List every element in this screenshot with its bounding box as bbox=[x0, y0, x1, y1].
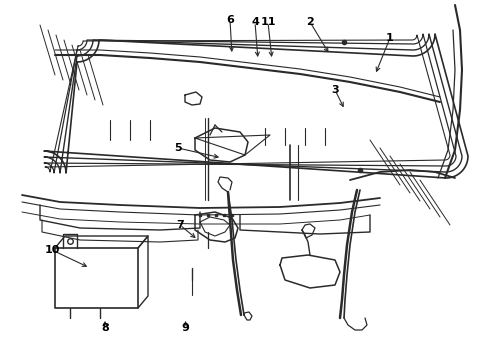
Text: 11: 11 bbox=[260, 17, 276, 27]
Text: 6: 6 bbox=[226, 15, 234, 25]
Text: 7: 7 bbox=[176, 220, 184, 230]
Text: 8: 8 bbox=[101, 323, 109, 333]
Text: 1: 1 bbox=[386, 33, 394, 43]
Text: 5: 5 bbox=[174, 143, 182, 153]
Text: 3: 3 bbox=[331, 85, 339, 95]
Text: 10: 10 bbox=[44, 245, 60, 255]
Text: 9: 9 bbox=[181, 323, 189, 333]
Text: 4: 4 bbox=[251, 17, 259, 27]
Text: 2: 2 bbox=[306, 17, 314, 27]
